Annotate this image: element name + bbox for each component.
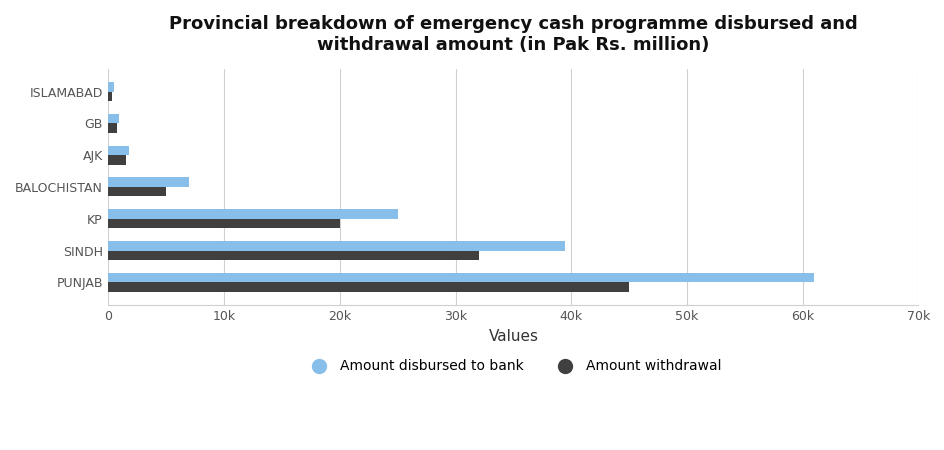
- Bar: [109, 273, 814, 282]
- Bar: [109, 123, 116, 133]
- Bar: [109, 177, 189, 187]
- X-axis label: Values: Values: [488, 328, 538, 344]
- Bar: [109, 282, 629, 292]
- Bar: [109, 219, 340, 228]
- Legend: Amount disbursed to bank, Amount withdrawal: Amount disbursed to bank, Amount withdra…: [299, 354, 727, 379]
- Bar: [109, 145, 129, 155]
- Bar: [109, 241, 565, 251]
- Bar: [109, 155, 126, 165]
- Bar: [109, 114, 119, 123]
- Bar: [109, 91, 112, 101]
- Bar: [109, 209, 397, 219]
- Title: Provincial breakdown of emergency cash programme disbursed and
withdrawal amount: Provincial breakdown of emergency cash p…: [169, 15, 857, 54]
- Bar: [109, 82, 114, 91]
- Bar: [109, 187, 166, 197]
- Bar: [109, 251, 479, 260]
